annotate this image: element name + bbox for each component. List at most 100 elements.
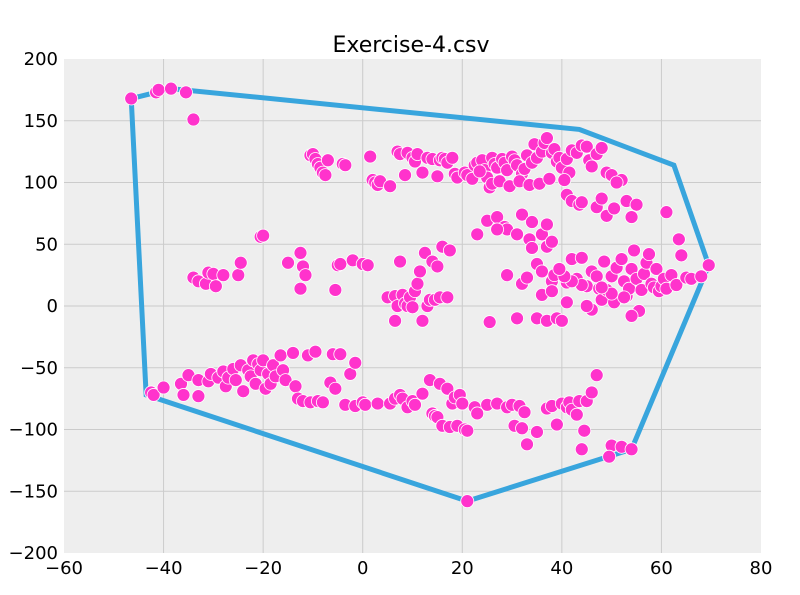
data-point [281,255,295,270]
data-point [146,388,161,402]
data-point [649,262,664,276]
data-point [228,373,243,388]
data-point [320,153,335,168]
data-point [525,215,539,229]
data-point [460,494,475,509]
y-tick-label: −150 [9,481,58,502]
data-point [549,417,564,432]
data-point [278,373,293,388]
data-point [609,175,624,190]
x-axis-ticks: −60 −40 −20 0 20 40 60 80 [45,558,772,579]
data-point [574,442,589,457]
data-point [191,389,206,404]
data-point [515,207,529,222]
x-tick-label: 60 [650,558,673,579]
data-point [520,437,534,452]
data-point [594,141,609,155]
data-point [574,250,589,265]
x-tick-label: 80 [750,558,773,579]
data-point [286,346,300,360]
y-tick-label: 100 [24,173,58,194]
data-point [398,168,412,182]
data-point [358,397,373,412]
data-point [624,442,639,457]
data-point [500,268,514,283]
data-point [629,197,644,212]
y-tick-label: −200 [9,543,58,564]
data-point [370,396,385,411]
data-point [602,449,617,464]
data-point [510,311,524,326]
data-point [293,245,308,260]
data-point [333,347,348,362]
data-point [293,281,308,296]
data-point [273,348,288,363]
x-tick-label: 20 [451,558,474,579]
data-point [627,243,641,258]
data-point [231,268,246,283]
data-point [594,191,609,206]
y-tick-label: 150 [24,111,58,132]
data-point [415,386,430,401]
data-point [156,380,171,395]
data-point [405,300,420,315]
x-tick-label: −20 [244,558,282,579]
data-point [363,149,378,164]
data-point [216,268,231,283]
data-point [597,254,612,269]
x-tick-label: −40 [145,558,183,579]
data-point [545,284,559,299]
data-point [674,248,689,263]
data-point [445,150,460,165]
data-point [408,397,422,412]
data-points [124,81,716,509]
data-point [388,313,402,328]
data-point [176,388,191,402]
data-point [569,407,584,422]
chart-title: Exercise-4.csv [332,33,489,58]
data-point [694,269,709,284]
data-point [348,355,363,370]
data-point [298,268,313,283]
data-point [318,168,333,182]
data-point [415,165,430,180]
data-point [559,295,574,310]
y-axis-ticks: −200 −150 −100 −50 0 50 100 150 200 [9,49,58,564]
data-point [624,308,639,323]
data-point [472,164,487,179]
y-tick-label: −100 [9,420,58,441]
data-point [338,158,353,173]
data-point [545,234,559,249]
data-point [701,258,716,273]
data-point [482,315,497,329]
data-point [535,264,549,279]
data-point [542,171,557,186]
data-point [460,423,475,438]
data-point [517,405,532,420]
data-point [490,222,505,237]
y-tick-label: 0 [47,296,58,317]
data-point [540,217,554,232]
data-point [520,270,534,285]
data-point [470,406,485,421]
data-point [579,299,594,313]
data-point [383,179,397,194]
data-point [530,425,544,439]
data-point [415,313,430,328]
y-tick-label: 50 [35,234,58,255]
data-point [557,173,572,187]
x-tick-label: 40 [550,558,573,579]
data-point [124,91,139,106]
data-point [607,201,622,216]
data-point [577,423,592,438]
data-point [333,257,348,271]
data-point [510,227,524,242]
data-point [515,421,529,436]
x-tick-label: −60 [45,558,83,579]
data-point [642,247,656,262]
data-point [151,82,166,97]
y-tick-label: 200 [24,49,58,70]
data-point [584,385,599,400]
data-point [624,210,639,224]
